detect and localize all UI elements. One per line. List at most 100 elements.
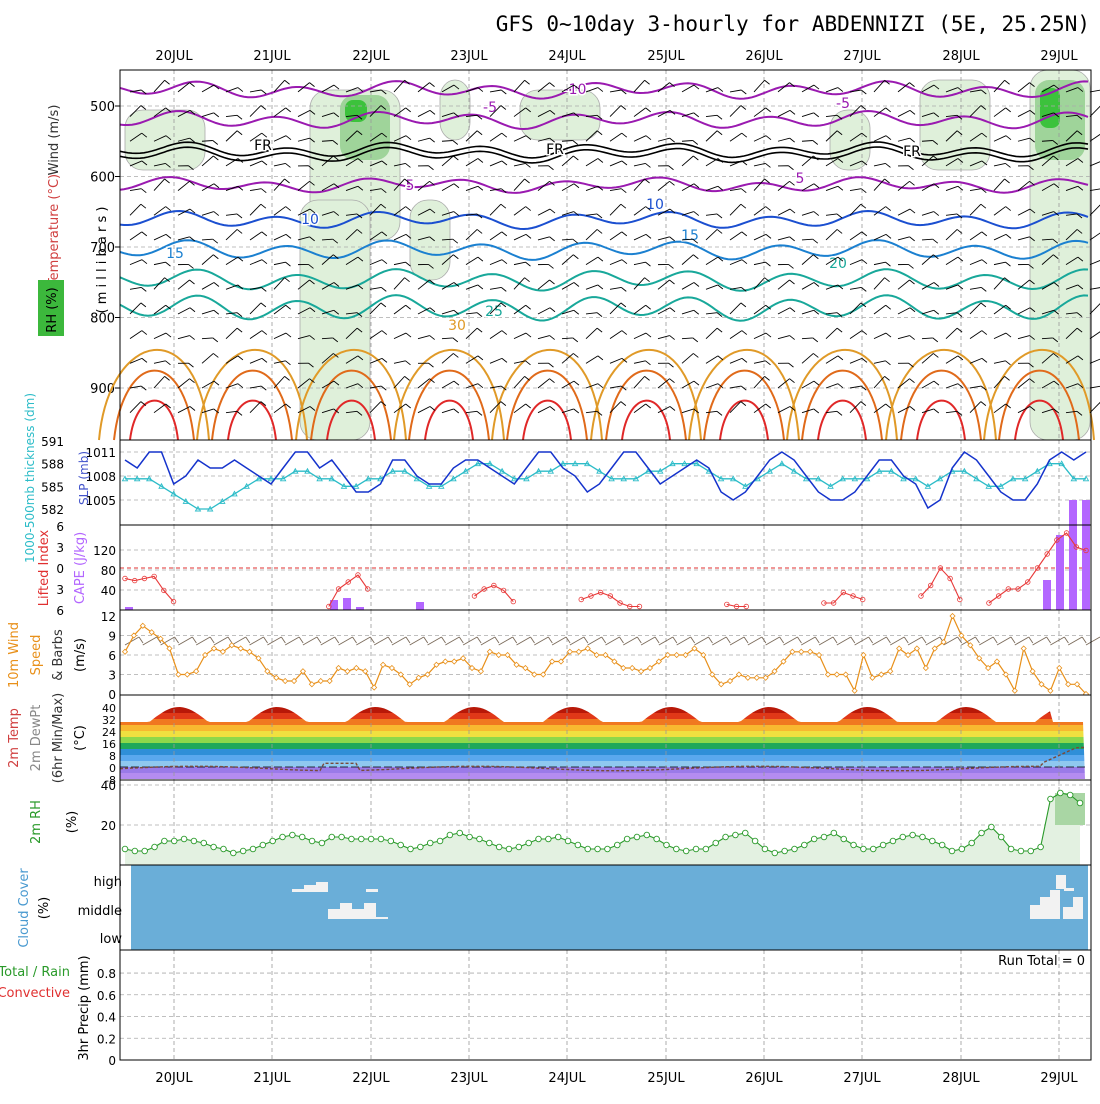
rh-point: [250, 846, 256, 852]
rh-point: [536, 836, 542, 842]
li-tick-label: 3: [56, 583, 64, 597]
thickness-tick-label: 585: [41, 480, 64, 494]
precip-bg: [120, 950, 1091, 1060]
li-tick-label: 6: [56, 604, 64, 618]
cloud-block: [1030, 905, 1040, 919]
label-rh: RH (%): [45, 287, 60, 332]
rh-point: [221, 846, 227, 852]
thickness-tick-label: 591: [41, 435, 64, 449]
rh-point: [762, 846, 768, 852]
cloud-block: [376, 917, 388, 919]
rh-point: [457, 830, 463, 836]
wind-tick-label: 12: [101, 610, 116, 624]
bottom-date-24JUL: 24JUL: [548, 1071, 586, 1086]
isotherm-label: 30: [448, 318, 466, 334]
isotherm-label: 25: [485, 304, 503, 320]
cape-bg: [120, 525, 1091, 610]
top-date-24JUL: 24JUL: [548, 49, 586, 64]
wind-tick-label: 0: [108, 688, 116, 702]
label-wind10-a: 10m Wind: [7, 622, 22, 688]
rh-point: [614, 842, 620, 848]
precip-tick-label: 0.2: [97, 1032, 116, 1046]
label-wind: Wind (m/s): [47, 105, 62, 176]
temp-tick-label: 0: [109, 762, 116, 775]
cape-bar: [1082, 500, 1090, 610]
cape-bar: [1056, 535, 1064, 610]
rh-point: [368, 836, 374, 842]
label-wind10-b: Speed: [29, 635, 44, 676]
rh-point: [890, 838, 896, 844]
bottom-date-27JUL: 27JUL: [843, 1071, 881, 1086]
isotherm-label: 15: [166, 246, 184, 262]
label-wind10-c: & Barbs: [51, 629, 66, 681]
li-tick-label: 3: [56, 541, 64, 555]
rh-point: [782, 848, 788, 854]
rh-point: [211, 844, 217, 850]
rh-point: [1077, 800, 1083, 806]
rh-point: [427, 840, 433, 846]
precip-tick-label: 0.6: [97, 989, 116, 1003]
rh-point: [605, 846, 611, 852]
label-temp: Temperature (°C): [47, 174, 62, 287]
precip-tick-label: 0: [108, 1054, 116, 1068]
temp-tick-label: 40: [102, 702, 116, 715]
wind-tick-label: 9: [108, 630, 116, 644]
temp-tick-label: 24: [102, 726, 116, 739]
rh-point: [831, 830, 837, 836]
cape-bar: [1043, 580, 1051, 610]
rh-point: [713, 840, 719, 846]
rh-point: [526, 840, 532, 846]
rh-point: [920, 834, 926, 840]
rh-point: [900, 834, 906, 840]
rh-point: [122, 846, 128, 852]
bottom-date-29JUL: 29JUL: [1040, 1071, 1078, 1086]
rh-point: [477, 836, 483, 842]
cloud-block: [340, 903, 352, 919]
rh-point: [398, 842, 404, 848]
rh-point: [644, 832, 650, 838]
label-rh2m: 2m RH: [29, 800, 44, 844]
cloud-block: [1056, 875, 1066, 889]
cape-tick-label: 80: [101, 564, 116, 578]
cloud-block: [316, 882, 328, 892]
cloud-block: [1040, 897, 1050, 919]
temp-band: [120, 743, 1085, 749]
rh-point: [447, 832, 453, 838]
temp-band: [120, 725, 1085, 731]
rh-point: [624, 836, 630, 842]
rh-point: [742, 830, 748, 836]
rh-point: [880, 842, 886, 848]
rh-point: [358, 836, 364, 842]
temp-tick-label: 16: [102, 738, 116, 751]
cloud-block: [328, 909, 340, 919]
label-lifted: Lifted Index: [37, 529, 52, 606]
cloud-block: [1050, 890, 1060, 919]
y-tick-label: 500: [90, 100, 115, 115]
rh-point: [949, 848, 955, 854]
rh-point: [162, 838, 168, 844]
top-date-27JUL: 27JUL: [843, 49, 881, 64]
bottom-date-26JUL: 26JUL: [745, 1071, 783, 1086]
rh-point: [654, 836, 660, 842]
rh-point: [181, 836, 187, 842]
rh-point: [408, 846, 414, 852]
rh-point: [319, 840, 325, 846]
rh-point: [299, 834, 305, 840]
rh-point: [910, 832, 916, 838]
rh-point: [388, 838, 394, 844]
rh-point: [506, 846, 512, 852]
temp-band: [120, 755, 1085, 761]
rh-tick-label: 20: [101, 819, 116, 833]
isotherm-label: FR: [254, 138, 272, 154]
label-cape: CAPE (J/kg): [73, 532, 88, 604]
isotherm-label: 20: [829, 256, 847, 272]
rh-point: [861, 846, 867, 852]
label-cloud: Cloud Cover: [17, 868, 32, 948]
thickness-tick-label: 582: [41, 503, 64, 517]
rh-contour-patch: [345, 100, 367, 122]
label-thickness: 1000-500mb thickness (dm): [23, 393, 37, 563]
